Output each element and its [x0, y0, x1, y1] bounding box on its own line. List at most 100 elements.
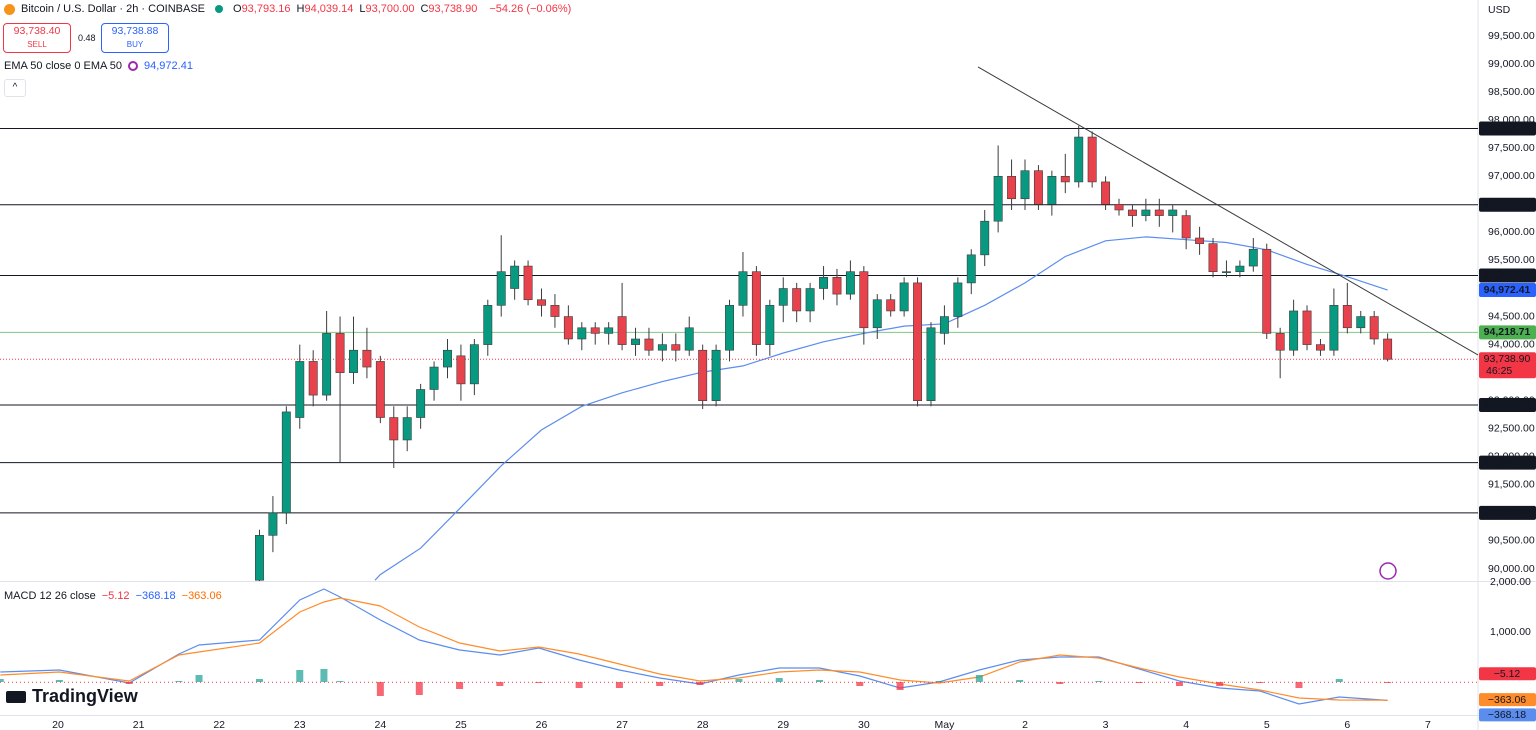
candle-body [1195, 237, 1205, 244]
macd-pane [0, 588, 1478, 705]
ohlc-key: C [420, 3, 429, 15]
histogram-bar [856, 682, 864, 686]
candle-body [684, 327, 694, 351]
candle-body [778, 288, 788, 306]
histogram-bar [575, 682, 583, 688]
histogram-bar [1384, 682, 1392, 683]
candle-body [416, 389, 426, 418]
histogram-bar [656, 682, 664, 686]
histogram-bar [195, 675, 203, 682]
y-tick-label: 99,000.00 [1488, 58, 1535, 70]
candle-body [1342, 305, 1352, 329]
collapse-button[interactable]: ^ [4, 79, 26, 97]
macd-value-label: −5.12 [1494, 668, 1521, 680]
candle-body [913, 282, 923, 402]
histogram-bar [896, 682, 904, 690]
candle-body [631, 338, 640, 345]
candle-body [443, 349, 452, 368]
level-label: 94,218.71 [1484, 326, 1531, 338]
x-tick-label: May [934, 719, 955, 730]
histogram-bar [336, 681, 344, 682]
candle-body [805, 288, 815, 312]
candle-body [1302, 310, 1312, 345]
candle-body [362, 349, 372, 368]
candle-body [1248, 248, 1258, 267]
macd-value-box [1479, 667, 1536, 681]
candle-body [939, 316, 949, 334]
histogram-bar [456, 682, 464, 689]
histogram-bar [615, 682, 623, 688]
candle-body [402, 417, 412, 441]
macd-value-box [1479, 708, 1536, 722]
logo[interactable]: TradingView [6, 686, 138, 707]
macd-title: MACD 12 26 close [4, 590, 96, 602]
level-box [1479, 505, 1536, 520]
countdown: 46:25 [1486, 365, 1512, 377]
x-tick-label: 28 [697, 719, 709, 730]
y-tick-label: 95,500.00 [1488, 254, 1535, 266]
ohlc-value: 93,738.90 [428, 3, 478, 15]
candle-body [1087, 136, 1097, 183]
candle-body [1020, 170, 1030, 200]
y-tick-label: 91,500.00 [1488, 479, 1535, 491]
histogram-bar [1016, 680, 1024, 682]
candle-body [617, 316, 627, 345]
x-tick-label: 26 [536, 719, 548, 730]
histogram-bar [376, 682, 384, 696]
histogram-bar [1295, 682, 1303, 688]
candle-body [725, 305, 734, 351]
histogram-bar [535, 682, 543, 683]
candle-body [1275, 333, 1285, 351]
x-tick-label: 21 [133, 719, 145, 730]
candle-body [537, 299, 546, 306]
candle-body [1141, 209, 1151, 216]
axes: 90,000.0090,500.0091,000.0091,500.0092,0… [52, 30, 1536, 730]
candle-body [295, 361, 305, 418]
macd-legend: MACD 12 26 close −5.12 −368.18 −363.06 [4, 590, 222, 602]
candle-body [281, 411, 291, 514]
level-label: 90,999.51 [1484, 507, 1531, 519]
loading-icon [128, 61, 139, 71]
candle-body [1383, 338, 1393, 360]
level-box [1479, 197, 1536, 212]
macd-signal-value: −363.06 [181, 590, 222, 602]
candle-body [966, 254, 976, 284]
buy-button[interactable]: 93,738.88 BUY [101, 23, 169, 53]
candle-body [1356, 316, 1366, 329]
candle-body [765, 305, 775, 345]
level-box [1479, 121, 1536, 136]
ohlc-key: L [359, 3, 366, 15]
x-tick-label: 7 [1425, 719, 1431, 730]
candle-body [926, 327, 936, 402]
macd-hist-value: −5.12 [101, 590, 130, 602]
histogram-bar [1095, 681, 1103, 682]
candle-body [1315, 344, 1325, 351]
legend-header: Bitcoin / U.S. Dollar · 2h · COINBASE O9… [4, 3, 571, 15]
candle-body [1154, 209, 1164, 216]
macd-tick-label: 2,000.00 [1490, 576, 1531, 588]
buy-price: 93,738.88 [111, 25, 159, 37]
histogram-bar [775, 678, 783, 682]
y-tick-label: 94,500.00 [1488, 310, 1535, 322]
candle-body [375, 361, 385, 418]
candle-body [792, 288, 802, 312]
symbol-title: Bitcoin / U.S. Dollar · 2h · COINBASE [21, 3, 205, 15]
candle-body [711, 349, 721, 402]
candle-body [496, 271, 506, 306]
replay-icon[interactable] [1379, 562, 1397, 580]
level-label: 96,492.07 [1484, 199, 1531, 211]
ohlc-values: O93,793.16 H94,039.14 L93,700.00 C93,738.90 [233, 3, 483, 15]
sell-button[interactable]: 93,738.40 SELL [3, 23, 71, 53]
level-label: 97,852.76 [1484, 122, 1531, 134]
histogram-bar [175, 681, 183, 682]
candle-body [1101, 181, 1111, 205]
candle-body [563, 316, 573, 340]
histogram-bar [296, 670, 304, 682]
x-tick-label: 29 [777, 719, 789, 730]
histogram-bar [55, 680, 63, 682]
histogram-bar [1175, 682, 1183, 686]
x-tick-label: 25 [455, 719, 467, 730]
candle-body [886, 299, 896, 312]
macd-value-box [1479, 693, 1536, 707]
histogram-bar [320, 669, 328, 682]
